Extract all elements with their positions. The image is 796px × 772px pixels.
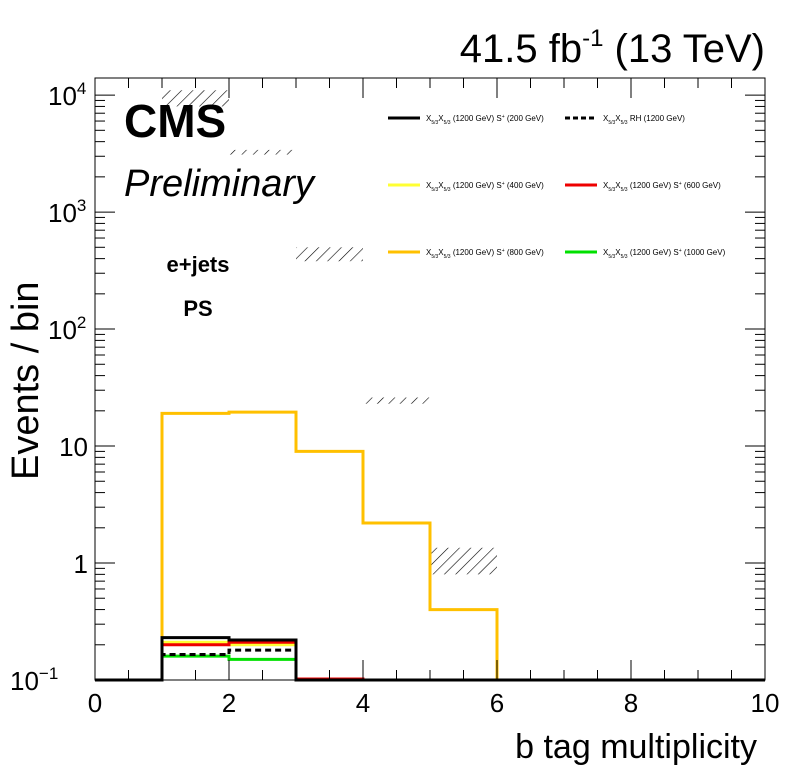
x-tick-label: 8	[624, 688, 638, 718]
x-tick-label: 0	[88, 688, 102, 718]
x-tick-label: 2	[222, 688, 236, 718]
uncertainty-band-1	[229, 149, 296, 155]
x-tick-label: 4	[356, 688, 370, 718]
histogram-series	[95, 410, 765, 682]
legend: X5/3X5/3 (1200 GeV) S+ (200 GeV) X5/3X5/3…	[388, 114, 726, 260]
cms-label: CMS	[124, 95, 226, 147]
preliminary-label: Preliminary	[124, 163, 316, 205]
uncertainty-band-2	[296, 247, 363, 262]
y-tick-label: 1	[74, 549, 88, 579]
y-tick-label: 103	[48, 196, 86, 228]
uncertainty-bands	[162, 90, 497, 575]
x-axis-ticks: 0 2 4 6 8 10	[88, 78, 780, 718]
y-tick-label: 10−1	[10, 664, 58, 696]
channel-label: e+jets	[167, 252, 230, 277]
lumi-label: 41.5 fb-1 (13 TeV)	[460, 25, 765, 71]
y-tick-label: 10	[59, 432, 88, 462]
y-tick-label: 102	[48, 313, 86, 345]
legend-label-5: X5/3X5/3 (1200 GeV) S+ (1000 GeV)	[603, 248, 726, 260]
legend-label-0: X5/3X5/3 (1200 GeV) S+ (200 GeV)	[426, 114, 544, 126]
y-tick-label: 104	[48, 79, 86, 111]
uncertainty-band-4	[430, 547, 497, 575]
y-axis-ticks: 10−1 1 10 102 103 104	[10, 79, 765, 696]
legend-label-2: X5/3X5/3 (1200 GeV) S+ (400 GeV)	[426, 181, 544, 193]
region-label: PS	[183, 296, 212, 321]
series-line-4	[95, 410, 765, 682]
x-tick-label: 6	[490, 688, 504, 718]
legend-label-4: X5/3X5/3 (1200 GeV) S+ (800 GeV)	[426, 248, 544, 260]
y-axis-title: Events / bin	[5, 281, 47, 480]
legend-label-3: X5/3X5/3 (1200 GeV) S+ (600 GeV)	[603, 181, 721, 193]
x-axis-title: b tag multiplicity	[515, 728, 757, 766]
legend-label-1: X5/3X5/3 RH (1200 GeV)	[603, 114, 685, 126]
uncertainty-band-3	[363, 397, 430, 404]
uncertainty-band-0	[162, 90, 229, 107]
x-tick-label: 10	[751, 688, 780, 718]
